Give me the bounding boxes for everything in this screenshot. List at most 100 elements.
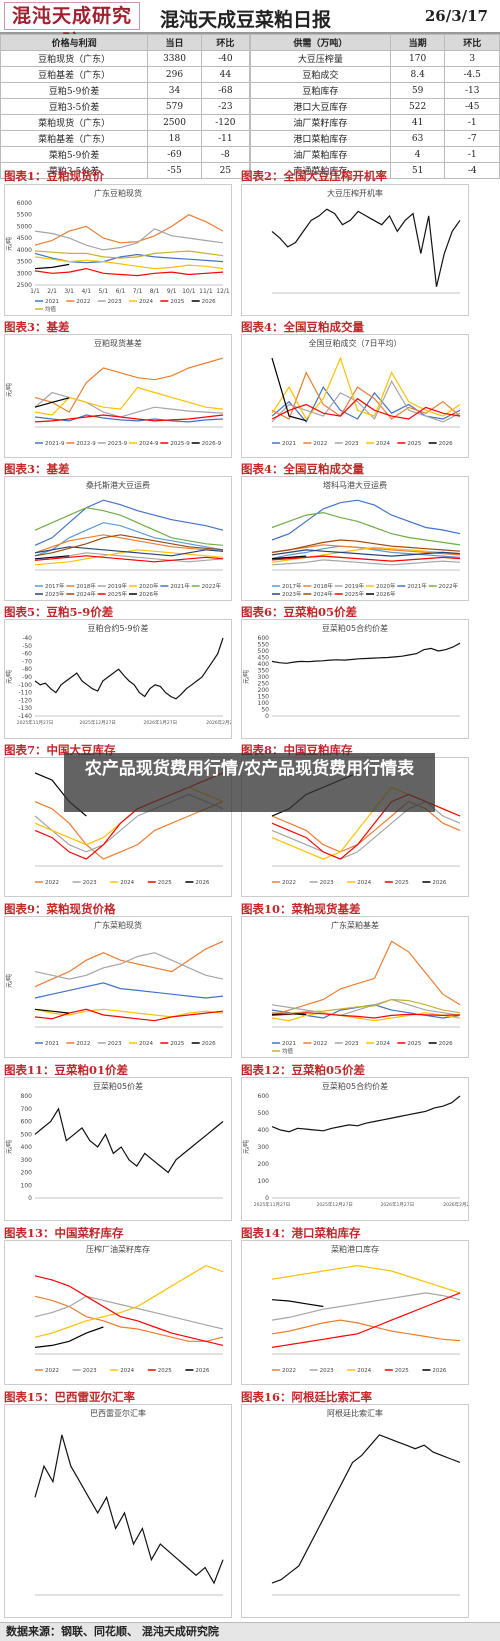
- legend-label: 2022年: [202, 582, 222, 590]
- price-table-cell: 296: [147, 66, 202, 83]
- series-line: [271, 1299, 324, 1308]
- price-table-cell: 25: [200, 162, 251, 179]
- series-line: [34, 414, 224, 423]
- y-tick-label: 50: [261, 707, 269, 714]
- chart-svg: 菜粕港口库存 2022 2023 2024 2025 2026: [271, 1244, 461, 1374]
- legend-label: 2022: [313, 441, 327, 447]
- supply-table-cell: -4: [444, 162, 500, 179]
- y-tick-label: 550: [258, 642, 270, 649]
- price-table-header: 价格与利润 当日 环比: [0, 34, 251, 51]
- price-table-cell: 579: [147, 98, 202, 115]
- price-table-cell: 豆粕基差（广东）: [0, 66, 149, 83]
- legend-label: 2024年: [313, 590, 333, 598]
- y-tick-label: 150: [258, 694, 270, 701]
- section-title-18: 图表16：阿根廷比索汇率: [241, 1390, 373, 1404]
- legend-label: 2026: [432, 1368, 446, 1374]
- series-line: [34, 397, 70, 408]
- legend-label: 2023: [108, 1041, 122, 1047]
- supply-table-cell: 63: [389, 130, 446, 147]
- legend-label: 2025: [170, 299, 184, 305]
- chart-panel-7: 豆粕合约5-9价差 元/吨 -40 -50 -60 -70 -80 -90 -100 -110 -1…: [4, 619, 232, 739]
- supply-table-cell: -13: [444, 82, 500, 99]
- supply-table-cell: 港口菜粕库存: [250, 130, 391, 147]
- price-header-item: 价格与利润: [0, 34, 149, 51]
- section-title-17: 图表15：巴西雷亚尔汇率: [4, 1390, 136, 1404]
- footer-source: 数据来源：钢联、同花顺、 混沌天成研究院: [0, 1622, 500, 1641]
- legend-label: 2024-9: [139, 441, 159, 447]
- legend-label: 2019年: [108, 582, 128, 590]
- y-tick-label: 400: [21, 1144, 33, 1151]
- price-table-cell: 44: [200, 66, 251, 83]
- legend-label: 2025-9: [170, 441, 190, 447]
- chart-panel-14: 豆菜粕05合约价差 元/吨 0 100 200 300 400 500 600 2025年11月2…: [241, 1077, 469, 1221]
- legend-label: 2023年: [45, 590, 65, 598]
- y-tick-label: -110: [18, 690, 32, 697]
- legend-label: 2025: [158, 880, 172, 886]
- chart-svg: 桑托斯港大豆运费 2017年 2018年 2019年 2020年 2021年 2022年 20…: [34, 480, 224, 598]
- legend-label: 2022: [282, 1368, 296, 1374]
- y-tick-label: 400: [258, 1127, 270, 1134]
- chart-title: 全国豆粕成交（7日平均）: [308, 338, 401, 348]
- y-axis-label: 元/吨: [5, 383, 13, 397]
- series-line: [271, 1095, 461, 1133]
- legend-label: 2021: [282, 1041, 296, 1047]
- legend-label: 2023年: [282, 590, 302, 598]
- supply-table-cell: 油厂菜籽库存: [250, 114, 391, 131]
- y-tick-label: 100: [258, 700, 270, 707]
- chart-panel-17: 巴西雷亚尔汇率: [4, 1404, 232, 1618]
- legend-label: 2024: [376, 1041, 390, 1047]
- legend-label: 2022-9: [76, 441, 96, 447]
- chart-title: 阿根廷比索汇率: [327, 1408, 383, 1418]
- legend-label: 2025: [158, 1368, 172, 1374]
- supply-table-cell: -4.5: [444, 66, 500, 83]
- series-line: [34, 546, 224, 557]
- chart-svg: 豆粕合约5-9价差元/吨-40-50-60-70-80-90-100-110-1…: [5, 623, 231, 726]
- legend-label: 2022: [45, 1368, 59, 1374]
- x-tick-label: 5/1: [99, 288, 109, 295]
- legend-label: 2026: [202, 299, 216, 305]
- series-line: [34, 507, 224, 546]
- legend-label: 2023: [83, 880, 97, 886]
- legend-label: 2021年: [407, 582, 427, 590]
- y-tick-label: -50: [22, 643, 32, 650]
- price-table-cell: 豆粕5-9价差: [0, 82, 149, 99]
- legend-label: 2021年: [170, 582, 190, 590]
- series-line: [34, 940, 224, 988]
- series-line: [34, 228, 224, 251]
- y-tick-label: 4500: [17, 235, 32, 242]
- price-table-cell: -120: [200, 114, 251, 131]
- chart-title: 豆粕合约5-9价差: [87, 623, 148, 633]
- series-line: [271, 380, 461, 423]
- series-line: [271, 998, 461, 1017]
- legend-label: 2023: [320, 1368, 334, 1374]
- series-line: [34, 1434, 224, 1585]
- report-date: 26/3/17: [424, 7, 488, 25]
- price-table-cell: 菜粕现货（广东）: [0, 114, 149, 131]
- y-tick-label: 250: [258, 681, 270, 688]
- price-table-row: 菜粕3-5价差 -55 25: [0, 162, 251, 179]
- series-line: [271, 511, 461, 546]
- legend-label: 2020年: [139, 582, 159, 590]
- y-axis-label: 元/吨: [5, 974, 13, 988]
- supply-table-cell: 8.4: [389, 66, 446, 83]
- y-tick-label: 350: [258, 668, 270, 675]
- series-line: [34, 414, 224, 423]
- supply-table-cell: -45: [444, 98, 500, 115]
- series-line: [34, 250, 224, 259]
- y-tick-label: 600: [21, 1119, 33, 1126]
- series-line: [34, 549, 224, 566]
- series-line: [34, 534, 224, 557]
- series-line: [34, 1008, 70, 1014]
- supply-table-row: 豆粕成交 8.4 -4.5: [250, 66, 500, 83]
- y-tick-label: 300: [258, 1144, 270, 1151]
- y-tick-label: -80: [22, 666, 32, 673]
- section-title-15: 图表13：中国菜籽库存: [4, 1226, 124, 1240]
- y-tick-label: -70: [22, 658, 32, 665]
- y-axis-label: 元/吨: [5, 1140, 13, 1154]
- legend-label: 2022: [313, 1041, 327, 1047]
- section-title-16: 图表14：港口菜粕库存: [241, 1226, 361, 1240]
- legend-label: 2024: [357, 880, 371, 886]
- series-line: [271, 559, 461, 566]
